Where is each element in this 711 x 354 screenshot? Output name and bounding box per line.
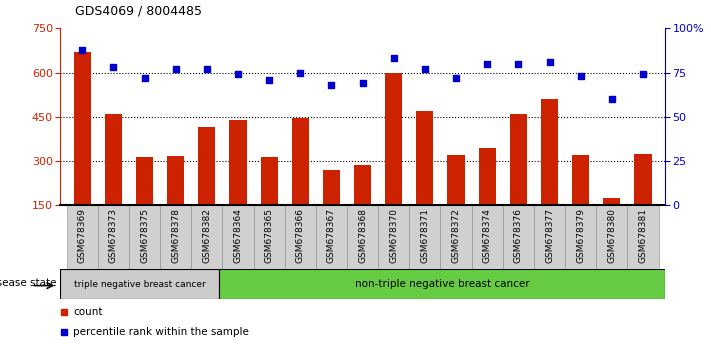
Bar [441, 205, 471, 297]
Bar [254, 205, 284, 297]
Point [481, 61, 493, 67]
Bar [378, 205, 410, 297]
Bar [534, 205, 565, 297]
Text: GDS4069 / 8004485: GDS4069 / 8004485 [75, 5, 202, 18]
Bar [447, 155, 464, 250]
Text: percentile rank within the sample: percentile rank within the sample [73, 327, 249, 337]
Bar [105, 114, 122, 250]
Point [575, 73, 587, 79]
Bar [98, 205, 129, 297]
Point [264, 77, 275, 82]
Bar [220, 269, 665, 299]
Point [58, 309, 70, 315]
Bar [634, 154, 651, 250]
Point [388, 56, 400, 61]
Bar [316, 205, 347, 297]
Point [58, 329, 70, 335]
Text: triple negative breast cancer: triple negative breast cancer [74, 280, 205, 289]
Point [326, 82, 337, 88]
Bar [417, 111, 434, 250]
Bar [410, 205, 441, 297]
Bar [565, 205, 597, 297]
Point [170, 66, 181, 72]
Bar [627, 205, 658, 297]
Bar [471, 205, 503, 297]
Point [77, 47, 88, 52]
Bar [597, 205, 627, 297]
Point [419, 66, 431, 72]
Bar [223, 205, 254, 297]
Point [201, 66, 213, 72]
Point [294, 70, 306, 75]
Bar [160, 205, 191, 297]
Point [357, 80, 368, 86]
Point [139, 75, 150, 81]
Bar [191, 205, 223, 297]
Point [513, 61, 524, 67]
Point [637, 72, 648, 77]
Bar [129, 205, 160, 297]
Bar [323, 170, 340, 250]
Bar [230, 120, 247, 250]
Point [450, 75, 461, 81]
Bar [284, 205, 316, 297]
Text: count: count [73, 307, 102, 317]
Bar [479, 148, 496, 250]
Bar [503, 205, 534, 297]
Bar [67, 205, 98, 297]
Point [107, 64, 119, 70]
Bar [74, 52, 91, 250]
Bar [167, 156, 184, 250]
Bar [541, 99, 558, 250]
Point [544, 59, 555, 65]
Point [606, 96, 618, 102]
Point [232, 72, 244, 77]
Bar [60, 269, 220, 299]
Text: disease state: disease state [0, 278, 57, 287]
Text: non-triple negative breast cancer: non-triple negative breast cancer [355, 279, 530, 289]
Bar [136, 156, 153, 250]
Bar [510, 114, 527, 250]
Bar [354, 166, 371, 250]
Bar [385, 73, 402, 250]
Bar [198, 127, 215, 250]
Bar [603, 198, 621, 250]
Bar [572, 155, 589, 250]
Bar [347, 205, 378, 297]
Bar [292, 118, 309, 250]
Bar [261, 156, 278, 250]
